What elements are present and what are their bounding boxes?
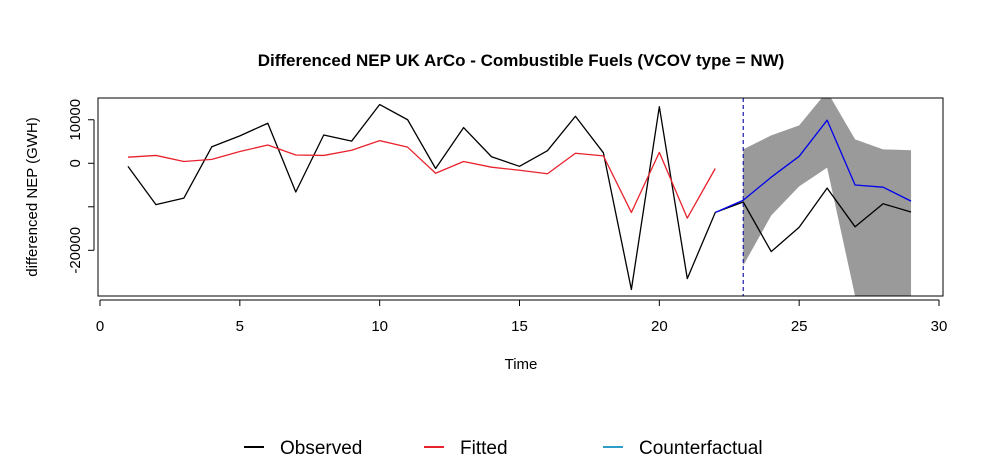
series-line-counterfactual (715, 119, 912, 214)
legend-label-observed: Observed (280, 438, 362, 459)
confidence-band-layer (743, 98, 912, 296)
x-tick-label: 5 (236, 318, 244, 335)
x-tick-label: 0 (96, 318, 104, 335)
plot-frame (97, 97, 944, 297)
x-tick-label: 10 (371, 318, 388, 335)
y-tick-label: 10000 (67, 99, 84, 141)
series-line-observed (127, 103, 912, 291)
legend: Observed Fitted Counterfactual (244, 438, 763, 459)
y-tick-label: -20000 (67, 227, 84, 274)
x-tick-label: 15 (511, 318, 528, 335)
x-tick-label: 25 (791, 318, 808, 335)
legend-label-counterfactual: Counterfactual (639, 438, 763, 459)
y-axis-label: differenced NEP (GWH) (24, 117, 41, 277)
y-axis: 10000 0 -20000 (67, 99, 95, 274)
series-line-fitted (127, 139, 716, 219)
x-tick-label: 20 (651, 318, 668, 335)
x-axis: 0 5 10 15 20 25 30 (96, 299, 948, 335)
x-tick-label: 30 (931, 318, 948, 335)
legend-label-fitted: Fitted (460, 438, 508, 459)
chart-title: Differenced NEP UK ArCo - Combustible Fu… (258, 51, 785, 70)
confidence-band (743, 98, 912, 296)
x-axis-label: Time (505, 356, 538, 373)
y-tick-label: 0 (67, 159, 84, 167)
series-layer (127, 103, 912, 291)
